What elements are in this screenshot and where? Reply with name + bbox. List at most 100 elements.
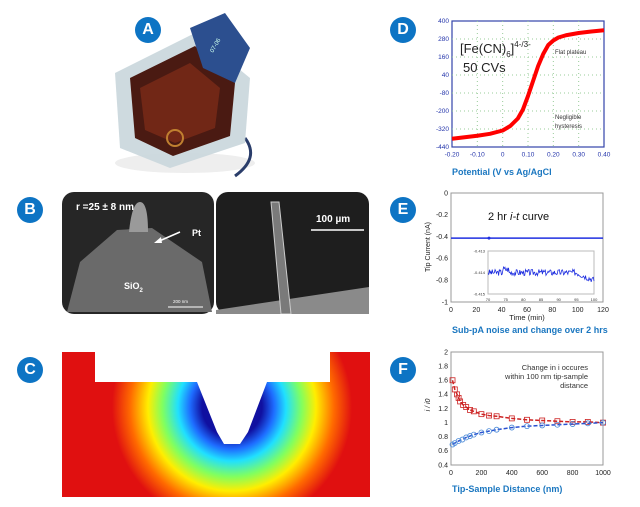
x-tick-label: 800: [567, 470, 579, 477]
y-tick-label: -0.2: [436, 212, 448, 219]
data-point-square: [454, 391, 460, 398]
data-point-square: [486, 412, 492, 419]
x-tick-label: 75: [503, 297, 508, 302]
x-tick-label: 85: [539, 297, 544, 302]
hysteresis-label-1: Negligible: [555, 115, 582, 121]
y-tick-label: 280: [438, 36, 449, 43]
panel-label-a: A: [135, 17, 161, 43]
plot-frame: [487, 250, 595, 295]
sem-image-tip: r =25 ± 8 nm Pt SiO2 200 nm: [62, 192, 214, 314]
data-point-square: [478, 411, 485, 418]
it-marker: [487, 236, 491, 240]
x-tick-label: -0.10: [470, 152, 485, 159]
data-point-circle: [508, 424, 515, 431]
x-tick-label: 200: [476, 470, 488, 477]
x-tick-label: 90: [556, 297, 561, 302]
x-tick-label: 60: [523, 307, 531, 314]
y-tick-label: -80: [440, 90, 450, 97]
simulation-map: [62, 352, 370, 497]
cycles-label: 50 CVs: [463, 60, 506, 75]
x-tick-label: 80: [521, 297, 526, 302]
data-point-circle: [539, 422, 546, 429]
panel-label-c: C: [17, 357, 43, 383]
x-tick-label: 95: [574, 297, 579, 302]
y-tick-label: 1.2: [438, 406, 448, 413]
sio2-subscript: 2: [140, 288, 144, 294]
data-point-circle: [600, 419, 606, 426]
data-point-circle: [463, 434, 470, 441]
data-point-square: [467, 407, 473, 413]
y-tick-label: 0.8: [438, 434, 448, 441]
data-point-square: [455, 395, 462, 401]
tip-radius-label: r =25 ± 8 nm: [76, 202, 134, 213]
data-point-circle: [524, 423, 530, 430]
svg-text:SiO2: SiO2: [124, 281, 144, 294]
y-tick-label: 1.4: [438, 392, 448, 399]
y-axis-label: Tip Current (nA): [425, 222, 432, 272]
y-tick-label: -0.6: [436, 256, 448, 263]
x-tick-label: 20: [472, 307, 480, 314]
hysteresis-label-2: hysteresis: [555, 124, 582, 130]
x-tick-label: -0.20: [445, 152, 460, 159]
panel-label-e: E: [390, 197, 416, 223]
x-tick-label: 70: [486, 297, 491, 302]
annotation-line: distance: [560, 381, 588, 390]
y-tick-label: -320: [436, 126, 449, 133]
data-point-circle: [569, 421, 576, 427]
x-tick-label: 100: [591, 297, 598, 302]
scale-bar-200nm: 200 nm: [173, 299, 188, 304]
y-axis-label: i / i0: [425, 398, 432, 411]
y-tick-label: -1: [442, 299, 448, 306]
annotation-line: within 100 nm tip-sample: [504, 372, 588, 381]
y-tick-label: -0.8: [436, 278, 448, 285]
x-tick-label: 1000: [595, 470, 611, 477]
annotation-line: Change in i occures: [522, 363, 589, 372]
y-tick-label: -0.414: [474, 270, 486, 275]
x-tick-label: 0: [449, 307, 453, 314]
y-tick-label: 40: [442, 72, 450, 79]
optical-image-tip: 100 µm: [216, 192, 369, 314]
data-point-square: [449, 377, 456, 384]
y-tick-label: -200: [436, 108, 449, 115]
y-tick-label: 0: [444, 190, 448, 197]
cv-curve: [451, 28, 605, 141]
pt-label: Pt: [192, 228, 201, 238]
data-point-circle: [467, 433, 473, 439]
panel-label-d: D: [390, 17, 416, 43]
scale-label-100um: 100 µm: [316, 214, 350, 225]
y-tick-label: 0.4: [438, 462, 448, 469]
panel-label-f: F: [390, 357, 416, 383]
y-tick-label: -440: [436, 144, 449, 151]
data-point-square: [524, 416, 530, 423]
data-point-square: [470, 408, 477, 415]
x-tick-label: 80: [548, 307, 556, 314]
it-title: 2 hr i-t curve: [488, 211, 549, 223]
x-tick-label: 40: [498, 307, 506, 314]
x-tick-label: 0.10: [522, 152, 535, 159]
data-point-circle: [455, 438, 462, 444]
data-point-square: [493, 413, 500, 420]
data-point-circle: [478, 429, 485, 436]
y-tick-label: 400: [438, 18, 449, 25]
x-tick-label: 0.40: [598, 152, 611, 159]
caption-f: Tip-Sample Distance (nm): [452, 484, 563, 494]
y-tick-label: -0.4: [436, 234, 448, 241]
panel-label-b: B: [17, 197, 43, 223]
y-tick-label: 1.6: [438, 378, 448, 385]
flat-plateau-label: Flat plateau: [555, 50, 586, 56]
charts-area: -0.20 -0.10 0 0.10 0.20 0.30 0.4040028016040-8…: [425, 18, 611, 477]
x-tick-label: 0.20: [547, 152, 560, 159]
x-tick-label: 0: [449, 470, 453, 477]
redox-couple-label: [Fe(CN)6]4-/3-: [460, 40, 531, 59]
x-tick-label: 100: [572, 307, 584, 314]
x-tick-label: 120: [597, 307, 609, 314]
y-tick-label: 160: [438, 54, 449, 61]
data-point-circle: [470, 431, 477, 438]
y-tick-label: 0.6: [438, 448, 448, 455]
y-tick-label: 2: [444, 349, 448, 356]
sio2-label: SiO: [124, 281, 140, 291]
data-point-square: [457, 398, 464, 405]
data-point-circle: [554, 421, 561, 428]
data-point-circle: [486, 428, 492, 435]
